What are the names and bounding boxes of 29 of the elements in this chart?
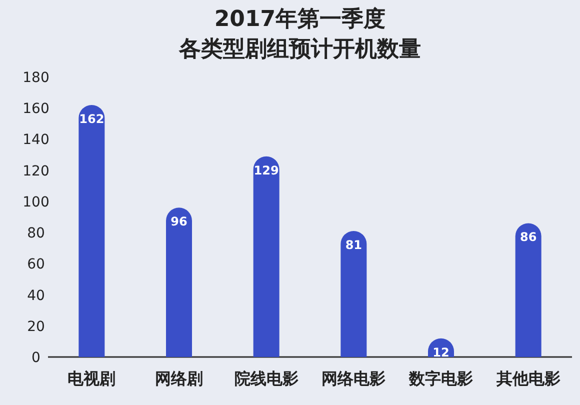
chart-title: 2017年第一季度 [214, 6, 386, 32]
data-label: 162 [79, 112, 104, 126]
y-tick-label: 160 [22, 101, 50, 118]
data-label: 12 [432, 345, 450, 360]
data-label: 96 [170, 214, 188, 229]
y-tick-label: 60 [27, 256, 45, 273]
x-tick-label: 网络电影 [322, 369, 386, 388]
x-tick-label: 电视剧 [68, 369, 116, 388]
y-tick-label: 20 [27, 318, 45, 335]
x-tick-label: 院线电影 [234, 369, 298, 388]
x-tick-label: 其他电影 [495, 369, 560, 388]
y-tick-label: 100 [22, 194, 50, 210]
x-tick-label: 网络剧 [155, 369, 203, 388]
bar [253, 156, 280, 357]
bar [166, 208, 192, 357]
y-tick-label: 140 [22, 132, 50, 148]
bar [340, 231, 367, 357]
y-tick-label: 120 [22, 163, 50, 180]
y-tick-label: 0 [32, 350, 40, 366]
data-label: 81 [345, 238, 362, 252]
x-tick-label: 数字电影 [408, 369, 473, 388]
y-tick-label: 180 [22, 70, 50, 86]
data-label: 86 [520, 230, 537, 244]
y-tick-label: 80 [27, 226, 45, 242]
chart-subtitle: 各类型剧组预计开机数量 [178, 37, 421, 62]
y-tick-label: 40 [27, 288, 45, 304]
bar [78, 105, 105, 357]
data-label: 129 [254, 163, 279, 178]
bar [515, 223, 542, 357]
